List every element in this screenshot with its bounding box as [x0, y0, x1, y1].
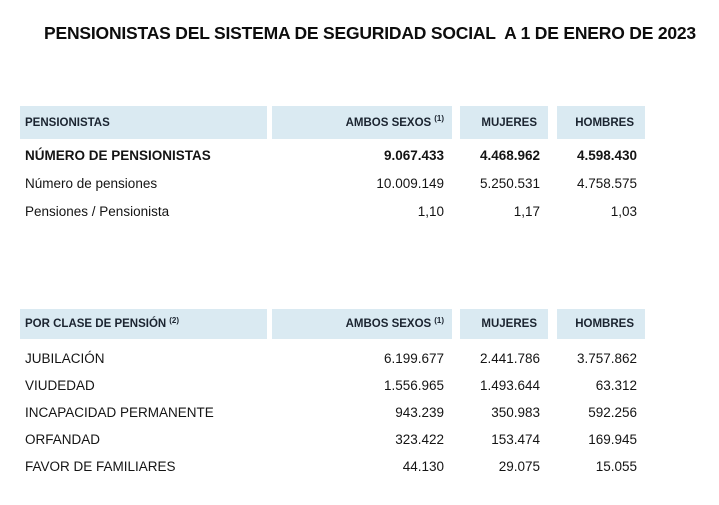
table-row-favor-de-familiares: FAVOR DE FAMILIARES 44.130 29.075 15.055 [20, 453, 645, 480]
table-row-pensiones-pensionista: Pensiones / Pensionista 1,10 1,17 1,03 [20, 197, 645, 225]
table-por-clase-body: JUBILACIÓN 6.199.677 2.441.786 3.757.862… [20, 345, 645, 480]
value-mujeres: 153.474 [491, 432, 540, 447]
value-ambos-sexos: 6.199.677 [383, 351, 444, 366]
value-ambos-sexos: 10.009.149 [376, 175, 444, 191]
value-ambos-sexos: 9.067.433 [383, 147, 444, 163]
header-label: AMBOS SEXOS [345, 318, 432, 330]
header-cell-hombres: HOMBRES [557, 106, 645, 139]
header-cell-hombres: HOMBRES [557, 309, 645, 339]
value-ambos-sexos: 943.239 [395, 405, 444, 420]
table-por-clase-de-pension: POR CLASE DE PENSIÓN (2) AMBOS SEXOS (1) M… [20, 309, 645, 480]
value-hombres: 592.256 [588, 405, 637, 420]
value-mujeres: 5.250.531 [479, 175, 540, 191]
header-label: AMBOS SEXOS [345, 116, 432, 129]
row-label: VIUDEDAD [25, 378, 95, 393]
value-hombres: 1,03 [610, 203, 637, 219]
table-por-clase-header-row: POR CLASE DE PENSIÓN (2) AMBOS SEXOS (1) M… [20, 309, 645, 339]
header-cell-mujeres: MUJERES [460, 309, 548, 339]
value-hombres: 3.757.862 [576, 351, 637, 366]
page-title: PENSIONISTAS DEL SISTEMA DE SEGURIDAD SO… [44, 23, 696, 43]
header-label: POR CLASE DE PENSIÓN [25, 318, 167, 330]
row-label: Número de pensiones [25, 175, 158, 191]
value-mujeres: 4.468.962 [479, 147, 540, 163]
row-label: FAVOR DE FAMILIARES [25, 459, 176, 474]
row-label: JUBILACIÓN [25, 351, 105, 366]
header-label: MUJERES [481, 116, 537, 129]
header-cell-pensionistas: PENSIONISTAS [20, 106, 267, 139]
value-hombres: 4.758.575 [576, 175, 637, 191]
table-pensionistas-body: NÚMERO DE PENSIONISTAS 9.067.433 4.468.9… [20, 141, 645, 225]
value-hombres: 169.945 [588, 432, 637, 447]
footnote-marker-1: (1) [434, 114, 444, 123]
value-ambos-sexos: 44.130 [402, 459, 444, 474]
header-cell-ambos-sexos: AMBOS SEXOS (1) [272, 309, 452, 339]
header-cell-ambos-sexos: AMBOS SEXOS (1) [272, 106, 452, 139]
table-row-numero-de-pensiones: Número de pensiones 10.009.149 5.250.531… [20, 169, 645, 197]
header-label: PENSIONISTAS [25, 116, 110, 129]
header-cell-mujeres: MUJERES [460, 106, 548, 139]
table-row-numero-de-pensionistas: NÚMERO DE PENSIONISTAS 9.067.433 4.468.9… [20, 141, 645, 169]
value-mujeres: 1,17 [513, 203, 540, 219]
header-cell-por-clase-de-pension: POR CLASE DE PENSIÓN (2) [20, 309, 267, 339]
value-mujeres: 2.441.786 [479, 351, 540, 366]
row-label: INCAPACIDAD PERMANENTE [25, 405, 214, 420]
row-label: ORFANDAD [25, 432, 101, 447]
row-label: NÚMERO DE PENSIONISTAS [25, 147, 211, 163]
table-row-incapacidad-permanente: INCAPACIDAD PERMANENTE 943.239 350.983 5… [20, 399, 645, 426]
value-ambos-sexos: 1,10 [417, 203, 444, 219]
row-label: Pensiones / Pensionista [25, 203, 170, 219]
header-label: MUJERES [481, 318, 537, 330]
footnote-marker-2: (2) [169, 315, 179, 325]
table-pensionistas: PENSIONISTAS AMBOS SEXOS (1) MUJERES HOMB… [20, 106, 645, 225]
value-ambos-sexos: 1.556.965 [383, 378, 444, 393]
header-label: HOMBRES [575, 116, 634, 129]
value-mujeres: 350.983 [491, 405, 540, 420]
value-ambos-sexos: 323.422 [395, 432, 444, 447]
header-label: HOMBRES [575, 318, 634, 330]
footnote-marker-1: (1) [434, 315, 444, 325]
value-hombres: 4.598.430 [576, 147, 637, 163]
value-hombres: 15.055 [595, 459, 637, 474]
value-mujeres: 29.075 [498, 459, 540, 474]
value-mujeres: 1.493.644 [479, 378, 540, 393]
table-pensionistas-header-row: PENSIONISTAS AMBOS SEXOS (1) MUJERES HOMB… [20, 106, 645, 139]
value-hombres: 63.312 [595, 378, 637, 393]
table-row-orfandad: ORFANDAD 323.422 153.474 169.945 [20, 426, 645, 453]
table-row-jubilacion: JUBILACIÓN 6.199.677 2.441.786 3.757.862 [20, 345, 645, 372]
table-row-viudedad: VIUDEDAD 1.556.965 1.493.644 63.312 [20, 372, 645, 399]
